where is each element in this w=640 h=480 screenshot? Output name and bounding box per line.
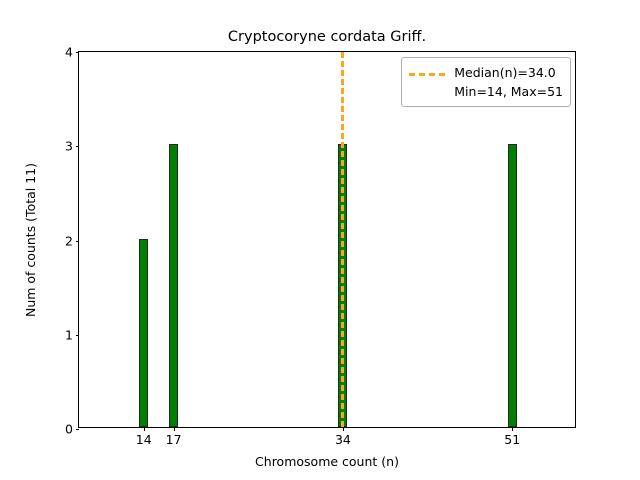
y-tick-mark [75, 429, 79, 430]
legend-label-median: Median(n)=34.0 [454, 65, 556, 80]
x-tick-label: 17 [165, 432, 182, 447]
y-tick-mark [75, 240, 79, 242]
y-axis-label-text: Num of counts (Total 11) [23, 162, 38, 317]
legend-item-minmax: Min=14, Max=51 [409, 82, 563, 101]
x-tick-mark [173, 427, 175, 431]
plot-area: 0 1 2 3 4 14 17 34 [65, 46, 576, 447]
legend-label-minmax: Min=14, Max=51 [454, 84, 563, 99]
x-tick-mark [143, 427, 145, 431]
x-tick-mark [512, 427, 514, 431]
x-axis-label: Chromosome count (n) [255, 454, 399, 469]
y-tick-mark [75, 334, 79, 336]
legend-empty-swatch [409, 86, 445, 98]
y-tick-label: 1 [65, 327, 73, 343]
y-tick-label: 0 [65, 421, 73, 437]
y-tick-label: 2 [65, 233, 73, 248]
x-tick-mark [342, 427, 344, 431]
y-tick-label: 4 [65, 44, 73, 60]
x-tick-label: 14 [135, 432, 152, 447]
bar-17 [169, 144, 179, 427]
x-tick-label: 51 [504, 432, 521, 447]
x-tick-label: 34 [334, 432, 351, 447]
y-tick-label: 3 [65, 138, 73, 154]
median-line [341, 52, 345, 427]
y-tick-mark [75, 52, 79, 53]
bar-14 [139, 238, 149, 427]
bar-51 [507, 144, 517, 427]
y-tick-mark [75, 146, 79, 148]
plot-inner [79, 52, 575, 427]
legend-item-median: Median(n)=34.0 [409, 63, 563, 82]
y-axis-label: Num of counts (Total 11) [22, 51, 40, 428]
legend-dashed-line-icon [409, 67, 446, 79]
page-title: Cryptocoryne cordata Griff. [227, 29, 427, 45]
chart-legend: Median(n)=34.0 Min=14, Max=51 [401, 57, 571, 107]
